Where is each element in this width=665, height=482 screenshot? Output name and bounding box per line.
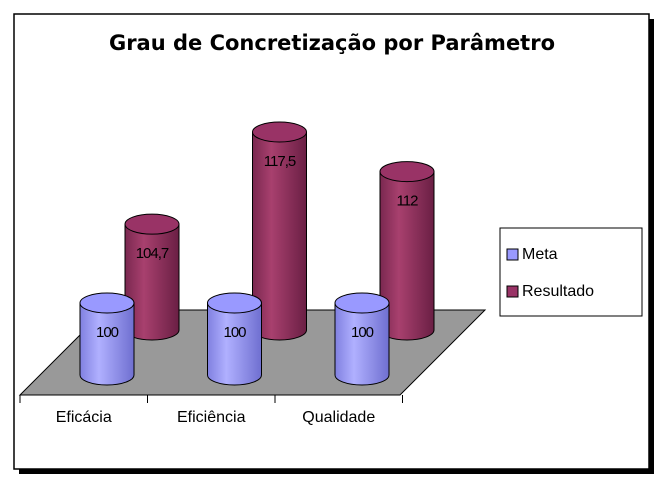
- cylinder-top: [79, 292, 135, 314]
- cylinder-top: [124, 213, 180, 235]
- value-label: 100: [351, 324, 374, 341]
- cylinder-top: [207, 292, 262, 314]
- value-label: 112: [397, 193, 419, 210]
- value-label: 104,7: [136, 245, 169, 262]
- legend-swatch: [506, 248, 519, 261]
- x-tick-label: Qualidade: [302, 409, 375, 426]
- cylinder: [207, 302, 262, 386]
- cylinder-top: [334, 292, 390, 314]
- chart-title: Grau de Concretização por Parâmetro: [109, 31, 555, 55]
- value-label: 100: [96, 324, 119, 341]
- legend-swatch: [506, 285, 519, 298]
- value-label: 117,5: [264, 153, 296, 170]
- x-tick-label: Eficácia: [56, 409, 112, 426]
- value-label: 100: [223, 324, 246, 341]
- legend: [499, 227, 643, 317]
- cylinder: [334, 302, 390, 386]
- x-tick-label: Eficiência: [177, 409, 246, 426]
- legend-label: Meta: [522, 246, 558, 263]
- cylinder-top: [252, 121, 307, 143]
- legend-label: Resultado: [522, 283, 594, 300]
- cylinder-top: [379, 161, 435, 183]
- cylinder: [79, 302, 135, 386]
